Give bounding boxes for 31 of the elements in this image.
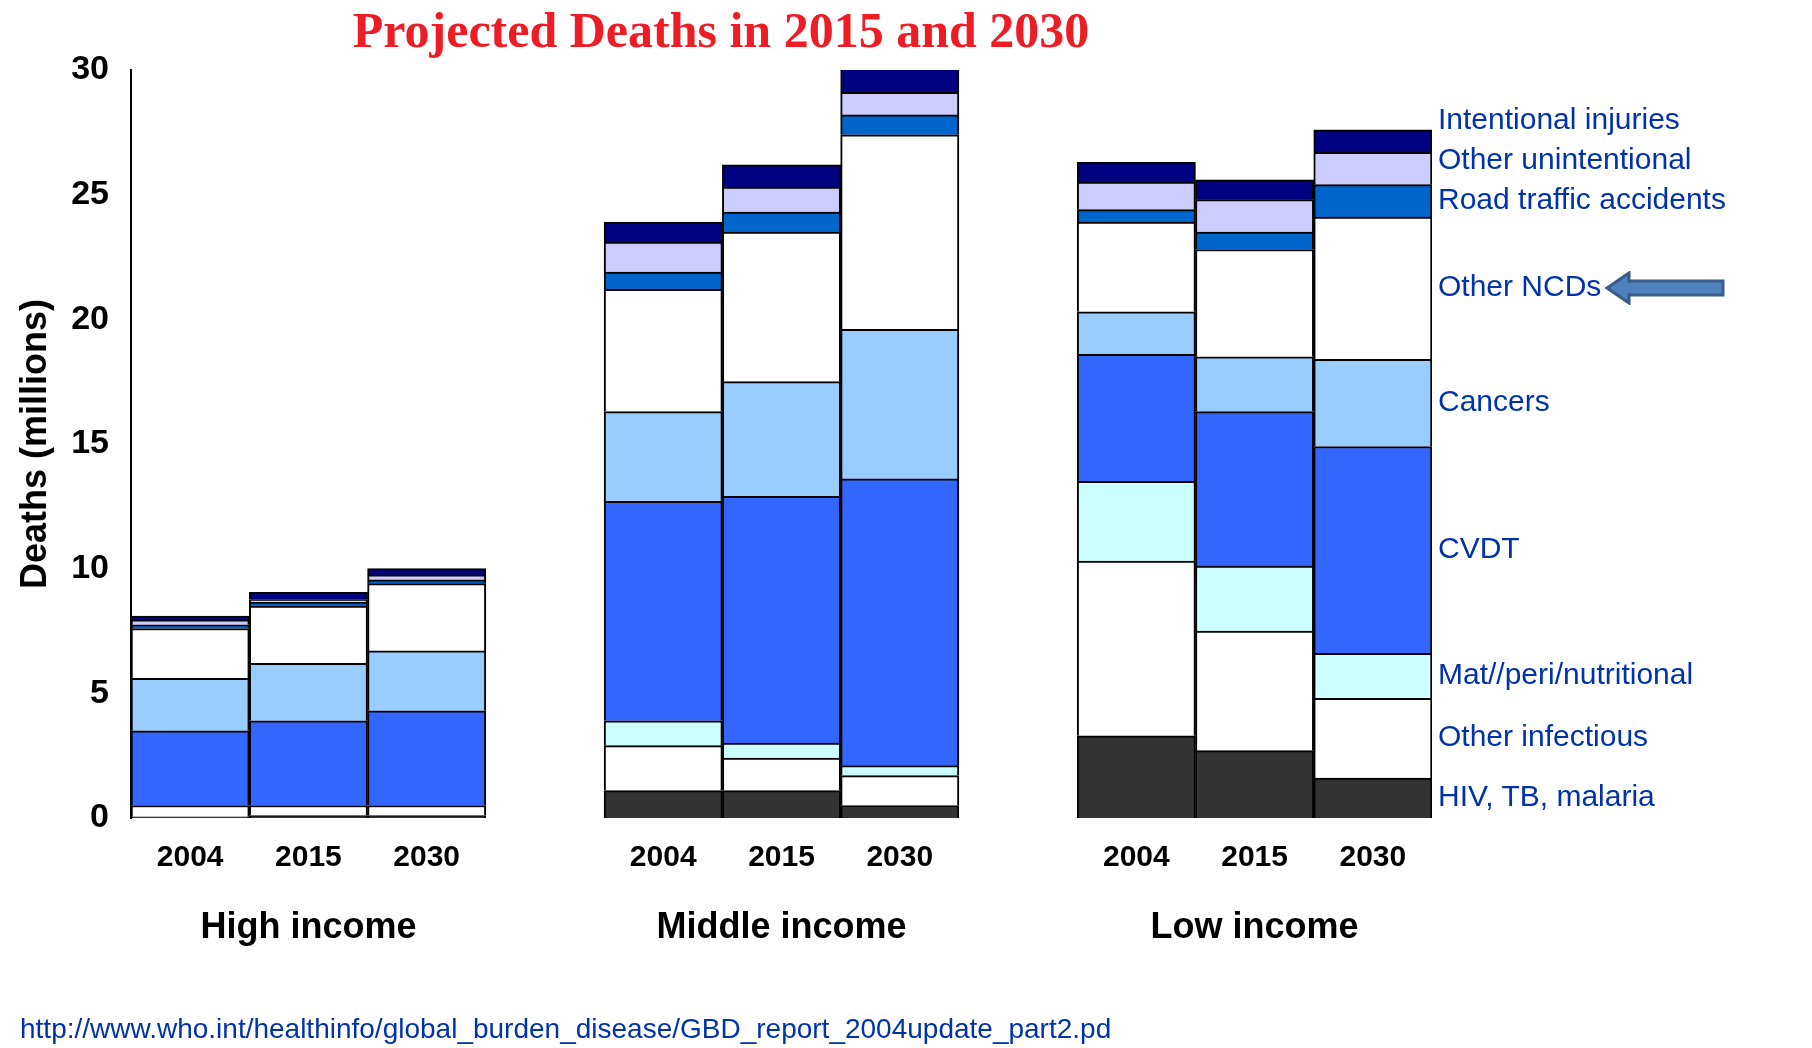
y-tick-label: 30 [71, 48, 110, 87]
series-label: Intentional injuries [1438, 102, 1680, 136]
x-tick-label: 2004 [629, 839, 697, 873]
y-tick-label: 25 [71, 173, 110, 212]
series-label: Road traffic accidents [1438, 182, 1726, 216]
y-tick-label: 15 [71, 422, 110, 461]
series-label: CVDT [1438, 531, 1520, 565]
x-tick-label: 2004 [1102, 839, 1170, 873]
y-tick-label: 0 [90, 796, 110, 835]
x-tick-label: 2015 [1221, 839, 1288, 873]
y-tick-label: 20 [71, 297, 110, 336]
x-tick-label: 2030 [1339, 839, 1407, 873]
series-label: Mat//peri/nutritional [1438, 657, 1694, 691]
series-label: HIV, TB, malaria [1438, 779, 1656, 813]
text: Low income [1150, 904, 1359, 946]
series-label: Cancers [1438, 384, 1550, 418]
x-tick-label: 2015 [275, 839, 342, 873]
x-tick-label: 2004 [156, 839, 224, 873]
y-tick-label: 10 [71, 547, 110, 586]
series-label: Other unintentional [1438, 142, 1692, 176]
text: http://www.who.int/healthinfo/global_burden_disease/GBD_report_2004update_part2.pd [20, 1012, 1112, 1044]
y-axis-title: Deaths (millions) [12, 298, 54, 590]
x-tick-label: 2015 [748, 839, 815, 873]
series-label: Other infectious [1438, 719, 1649, 753]
text: Middle income [656, 904, 907, 946]
y-tick-label: 5 [90, 671, 110, 710]
x-tick-label: 2030 [866, 839, 934, 873]
x-tick-label: 2030 [393, 839, 461, 873]
text: High income [200, 904, 417, 946]
chart-title: Projected Deaths in 2015 and 2030 [352, 1, 1090, 58]
series-label: Other NCDs [1438, 269, 1602, 303]
